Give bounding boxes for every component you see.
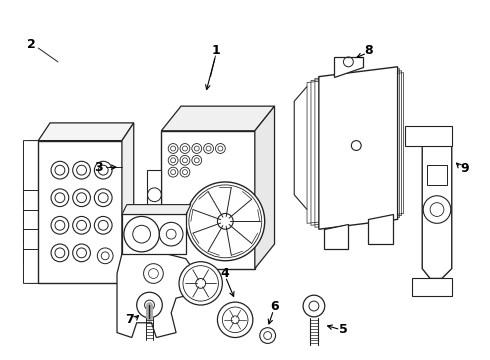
Polygon shape xyxy=(38,141,122,283)
Polygon shape xyxy=(255,106,274,269)
Polygon shape xyxy=(161,106,274,131)
Polygon shape xyxy=(122,204,191,215)
Circle shape xyxy=(218,302,253,338)
Circle shape xyxy=(137,292,162,318)
Polygon shape xyxy=(427,165,447,185)
Circle shape xyxy=(179,262,222,305)
Circle shape xyxy=(186,182,265,261)
Polygon shape xyxy=(38,141,122,283)
Text: 5: 5 xyxy=(339,323,348,336)
Polygon shape xyxy=(122,123,134,283)
Polygon shape xyxy=(368,215,392,244)
Polygon shape xyxy=(161,131,255,269)
Text: 7: 7 xyxy=(125,313,134,326)
Polygon shape xyxy=(422,131,452,278)
Circle shape xyxy=(231,316,239,324)
Polygon shape xyxy=(38,123,134,141)
Circle shape xyxy=(303,295,325,317)
Polygon shape xyxy=(28,141,122,283)
Polygon shape xyxy=(334,57,363,77)
Circle shape xyxy=(260,328,275,343)
Text: 6: 6 xyxy=(270,300,279,312)
Text: 2: 2 xyxy=(27,38,36,51)
Text: 9: 9 xyxy=(460,162,469,175)
Polygon shape xyxy=(324,224,348,249)
Text: 4: 4 xyxy=(221,267,230,280)
Polygon shape xyxy=(405,126,452,145)
Polygon shape xyxy=(413,278,452,296)
Circle shape xyxy=(196,278,206,288)
Polygon shape xyxy=(33,141,122,283)
Polygon shape xyxy=(117,249,196,338)
Circle shape xyxy=(218,213,233,229)
Text: 3: 3 xyxy=(94,161,102,174)
Polygon shape xyxy=(147,170,161,219)
Polygon shape xyxy=(24,141,122,283)
Polygon shape xyxy=(319,67,397,229)
Text: 1: 1 xyxy=(211,44,220,57)
Text: 8: 8 xyxy=(364,44,372,57)
Polygon shape xyxy=(122,215,186,254)
